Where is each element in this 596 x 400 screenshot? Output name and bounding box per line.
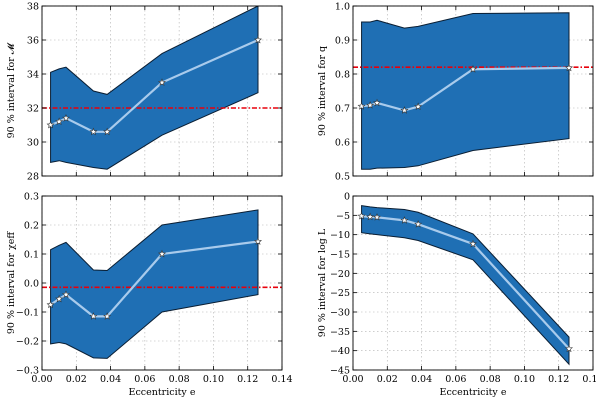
median-point xyxy=(400,216,409,224)
y-tick-label: 0.5 xyxy=(335,172,350,183)
y-axis-label: 90 % interval for q xyxy=(317,46,328,136)
interval-band xyxy=(361,205,570,366)
y-tick-label: 38 xyxy=(27,2,39,13)
data-layer xyxy=(357,205,573,366)
median-point xyxy=(414,102,423,111)
y-tick-label: 0.7 xyxy=(335,104,350,115)
median-point xyxy=(565,63,573,72)
y-tick-label: 0.2 xyxy=(24,221,39,232)
y-axis-label: 90 % interval for log L xyxy=(317,228,328,337)
x-tick-label: 0.06 xyxy=(134,374,155,385)
data-layer xyxy=(353,12,593,170)
median-point xyxy=(62,290,70,298)
y-axis-label: 90 % interval for χeff xyxy=(6,231,17,335)
y-tick-label: −30 xyxy=(330,308,350,319)
median-point xyxy=(254,35,262,44)
x-tick-label: 0.12 xyxy=(237,374,258,385)
plot-frame xyxy=(352,5,594,177)
median-point xyxy=(373,213,381,221)
y-tick-label: 1.0 xyxy=(335,2,350,13)
x-tick-label: 0.00 xyxy=(342,374,363,385)
y-tick-label: 0.3 xyxy=(24,192,39,203)
x-tick-label: 0.08 xyxy=(480,374,501,385)
y-tick-label: 34 xyxy=(27,70,39,81)
y-axis-label: 90 % interval for 𝓜 xyxy=(6,41,17,138)
x-tick-label: 0.08 xyxy=(169,374,190,385)
x-tick-label: 0.04 xyxy=(100,374,121,385)
median-point xyxy=(89,127,98,136)
y-tick-label: −40 xyxy=(330,346,350,357)
median-point xyxy=(414,220,423,228)
median-point xyxy=(357,211,366,220)
x-tick-label: 0.10 xyxy=(514,374,535,385)
y-tick-label: −45 xyxy=(330,366,350,377)
median-point xyxy=(565,344,573,353)
interval-band xyxy=(50,6,259,170)
y-tick-label: 30 xyxy=(27,138,39,149)
x-axis-label: Eccentricity e xyxy=(440,387,507,398)
median-point xyxy=(46,120,55,129)
median-point xyxy=(469,239,477,248)
x-axis-label: Eccentricity e xyxy=(129,387,196,398)
x-tick-label: 0.06 xyxy=(445,374,466,385)
chart-panel-top-right: 0.5 0.6 0.7 0.8 0.9 1.0 90 % interval for q xyxy=(317,2,594,183)
median-point xyxy=(89,312,98,320)
y-tick-label: −0.3 xyxy=(16,366,39,377)
chart-panel-top-left: 28 30 32 34 36 38 90 % interval for 𝓜 xyxy=(6,2,283,183)
x-tick-label: 0.00 xyxy=(31,374,52,385)
y-tick-label: −0.1 xyxy=(16,308,39,319)
y-tick-label: 0.0 xyxy=(24,279,39,290)
x-tick-label: 0.14 xyxy=(582,374,596,385)
plot-frame xyxy=(352,195,594,371)
median-point xyxy=(357,102,366,110)
median-point xyxy=(158,249,166,258)
median-point xyxy=(366,212,375,221)
x-tick-label: 0.02 xyxy=(377,374,398,385)
median-point xyxy=(373,98,381,107)
y-tick-label: −15 xyxy=(330,250,350,261)
x-tick-label: 0.10 xyxy=(203,374,224,385)
x-tick-label: 0.04 xyxy=(411,374,432,385)
median-point xyxy=(158,78,166,86)
median-point xyxy=(55,294,64,303)
y-tick-label: 0.6 xyxy=(335,138,350,149)
y-tick-label: −35 xyxy=(330,327,350,338)
median-point xyxy=(469,65,477,73)
median-point xyxy=(103,312,112,320)
chart-panel-bottom-left: 0.00 0.02 0.04 0.06 0.08 0.10 0.12 0.14 −0.3 −0.2… xyxy=(6,192,293,399)
median-point xyxy=(55,117,64,126)
y-tick-label: 32 xyxy=(27,104,39,115)
median-point xyxy=(400,106,409,114)
median-point xyxy=(366,101,375,109)
x-tick-label: 0.02 xyxy=(66,374,87,385)
x-tick-label: 0.12 xyxy=(548,374,569,385)
y-tick-label: 36 xyxy=(27,36,39,47)
y-tick-label: −20 xyxy=(330,269,350,280)
chart-panel-bottom-right: 0.00 0.02 0.04 0.06 0.08 0.10 0.12 0.14 −45 −40 −3… xyxy=(317,192,596,399)
interval-band xyxy=(50,209,259,359)
y-tick-label: 0.1 xyxy=(24,250,39,261)
y-tick-label: −0.2 xyxy=(16,337,39,348)
y-tick-label: −10 xyxy=(330,230,350,241)
y-tick-label: 0.9 xyxy=(335,36,350,47)
data-layer xyxy=(42,6,282,170)
y-tick-label: 0 xyxy=(344,192,350,203)
interval-band xyxy=(361,12,570,170)
x-tick-label: 0.14 xyxy=(271,374,292,385)
median-point xyxy=(46,300,55,309)
median-point xyxy=(103,127,112,136)
median-point xyxy=(62,113,70,122)
y-tick-label: 0.8 xyxy=(335,70,350,81)
y-tick-label: −25 xyxy=(330,288,350,299)
plot-frame xyxy=(41,5,283,177)
y-tick-label: −5 xyxy=(336,211,350,222)
y-tick-label: 28 xyxy=(27,172,39,183)
median-point xyxy=(254,237,262,245)
data-layer xyxy=(42,209,282,359)
